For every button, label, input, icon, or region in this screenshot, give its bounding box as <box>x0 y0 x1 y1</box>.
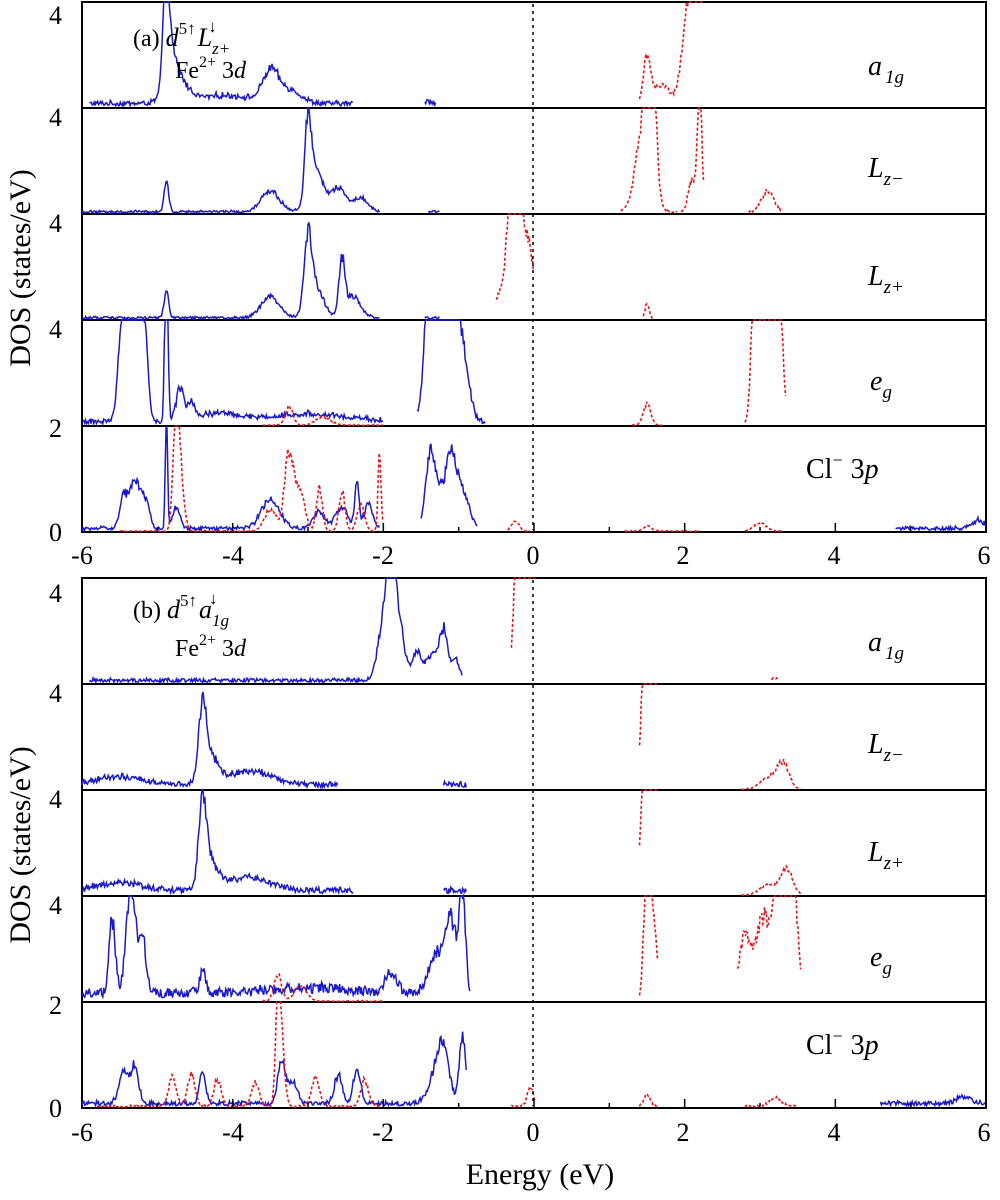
panel-b: 4 4 4 4 2 0 -6 -4 -2 0 2 4 6 (b) d5↑a1g↓… <box>49 577 991 1147</box>
x-axis-title: Energy (eV) <box>466 1158 615 1191</box>
spin-up-curve-3 <box>424 315 440 320</box>
spin-down-curve-2 <box>620 107 678 214</box>
orbital-label-lz-plus: Lz+ <box>867 837 904 874</box>
y-tick-label: 0 <box>49 1094 62 1123</box>
orbital-label-a1g: a 1g <box>868 627 904 664</box>
orbital-label-lz-plus: Lz+ <box>867 261 904 298</box>
orbital-label-cl-3p: Cl− 3p <box>806 450 879 485</box>
x-tick-label: 4 <box>828 1118 841 1147</box>
panel-a-x-ticks <box>156 523 912 532</box>
y-tick-label: 4 <box>49 209 62 238</box>
y-tick-label: 2 <box>49 991 62 1020</box>
y-axis-title: DOS (states/eV) <box>4 169 37 366</box>
x-tick-label: 6 <box>978 1118 991 1147</box>
y-tick-label: 4 <box>49 315 62 344</box>
spin-down-curve-5 <box>744 1095 798 1108</box>
spin-up-curve-1 <box>89 1 354 109</box>
orbital-label-eg: eg <box>870 366 892 403</box>
x-tick-label: 0 <box>527 1118 540 1147</box>
spin-down-curve-5 <box>744 521 783 533</box>
spin-down-curve-1 <box>510 577 535 648</box>
spin-down-curve-4 <box>262 403 384 427</box>
spin-up-curve-4 <box>81 893 471 1000</box>
spin-down-curve-4 <box>744 319 787 423</box>
spin-up-curve-5 <box>879 1093 986 1109</box>
spin-up-curve-4 <box>81 319 384 427</box>
x-tick-label: -6 <box>71 1118 93 1147</box>
panel-b-curves <box>81 577 986 1109</box>
spin-down-curve-3 <box>642 302 654 319</box>
spin-up-curve-3 <box>81 221 380 321</box>
y-tick-label: 4 <box>49 679 62 708</box>
y-tick-label: 4 <box>49 1 62 30</box>
y-tick-label: 4 <box>49 891 62 920</box>
spin-up-curve-2 <box>81 107 381 215</box>
spin-down-curve-5 <box>96 1001 380 1109</box>
x-tick-label: -4 <box>222 541 244 570</box>
orbital-label-a1g: a 1g <box>868 51 904 88</box>
y-tick-label: 4 <box>49 785 62 814</box>
spin-down-curve-5 <box>119 425 384 533</box>
spin-down-curve-2 <box>748 188 783 214</box>
y-tick-label: 4 <box>49 579 62 608</box>
spin-down-curve-1 <box>638 1 703 100</box>
x-tick-label: -6 <box>71 541 93 570</box>
spin-down-curve-3 <box>495 213 535 301</box>
spin-up-curve-4 <box>416 319 486 425</box>
spin-down-curve-1 <box>770 676 779 681</box>
panel-b-x-ticks <box>156 1099 912 1108</box>
panel-a: 4 4 4 4 2 0 -6 -4 -2 0 2 4 6 (a) d5↑Lz+↓… <box>49 1 991 570</box>
ion-label: Fe2+ 3d <box>175 632 247 662</box>
spin-down-curve-5 <box>507 520 531 533</box>
spin-down-curve-2 <box>680 107 705 213</box>
spin-up-curve-1 <box>88 577 463 685</box>
y-axis-title: DOS (states/eV) <box>4 746 37 943</box>
spin-down-curve-3 <box>638 789 658 846</box>
spin-down-curve-5 <box>510 1084 536 1109</box>
spin-down-curve-3 <box>741 864 801 897</box>
spin-up-curve-1 <box>424 98 437 108</box>
spin-down-curve-4 <box>736 895 802 970</box>
spin-up-curve-2 <box>81 691 339 790</box>
spin-down-curve-5 <box>638 1093 658 1108</box>
spin-down-curve-4 <box>262 973 384 1003</box>
spin-down-curve-5 <box>624 524 700 533</box>
spin-up-curve-2 <box>427 209 440 215</box>
spin-up-curve-2 <box>442 779 467 788</box>
panel-a-curves <box>81 1 987 533</box>
spin-up-curve-3 <box>81 789 354 896</box>
spin-down-curve-4 <box>638 895 659 996</box>
panel-tag: (a) d5↑Lz+↓ <box>133 17 230 58</box>
spin-up-curve-5 <box>81 425 381 533</box>
ion-label: Fe2+ 3d <box>175 54 247 84</box>
x-tick-label: 2 <box>677 541 690 570</box>
spin-up-curve-5 <box>420 443 478 527</box>
orbital-label-cl-3p: Cl− 3p <box>806 1026 879 1061</box>
x-tick-label: -4 <box>222 1118 244 1147</box>
spin-down-curve-2 <box>740 758 801 791</box>
spin-up-curve-3 <box>443 884 467 895</box>
spin-down-curve-4 <box>631 401 663 427</box>
x-tick-label: 6 <box>978 541 991 570</box>
y-tick-label: 2 <box>49 414 62 443</box>
orbital-label-eg: eg <box>870 942 892 979</box>
orbital-label-lz-minus: Lz− <box>867 729 904 766</box>
x-tick-label: 2 <box>677 1118 690 1147</box>
panel-tag: (b) d5↑a1g↓ <box>133 589 229 630</box>
x-tick-label: 0 <box>527 541 540 570</box>
panel-a-frame <box>81 1 987 533</box>
panel-b-frame <box>81 577 987 1109</box>
orbital-label-lz-minus: Lz− <box>867 153 904 190</box>
x-tick-label: -2 <box>372 1118 394 1147</box>
y-tick-label: 0 <box>49 518 62 547</box>
x-tick-label: 4 <box>828 541 841 570</box>
y-tick-label: 4 <box>49 103 62 132</box>
spin-up-curve-5 <box>81 1031 467 1109</box>
spin-down-curve-2 <box>638 683 658 746</box>
x-tick-label: -2 <box>372 541 394 570</box>
spin-up-curve-5 <box>895 514 987 533</box>
